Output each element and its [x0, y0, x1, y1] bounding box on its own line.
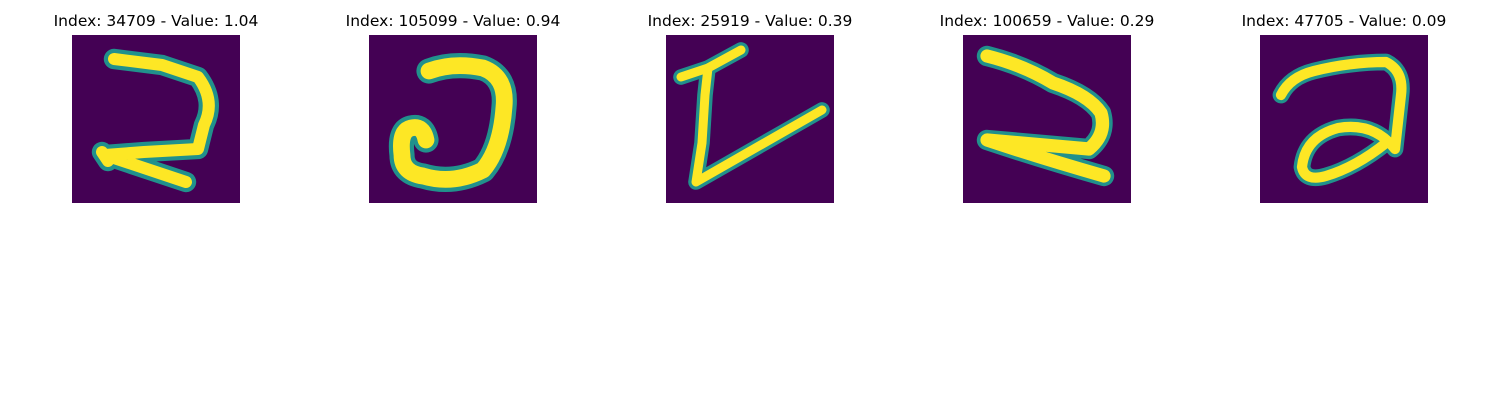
image-panel: Index: 34709 - Value: 1.04: [54, 0, 258, 205]
image-panel: Index: 100659 - Value: 0.29: [940, 0, 1154, 205]
glyph-stroke: [1275, 56, 1407, 183]
handwritten-glyph-image: [666, 35, 834, 203]
panel-title: Index: 25919 - Value: 0.39: [647, 12, 853, 30]
image-panel: Index: 105099 - Value: 0.94: [346, 0, 560, 205]
handwritten-glyph-image: [369, 35, 537, 203]
image-panel: Index: 47705 - Value: 0.09: [1242, 0, 1446, 205]
glyph-stroke: [96, 53, 215, 188]
glyph-stroke: [676, 45, 827, 187]
handwritten-glyph-image: [963, 35, 1131, 203]
panel-title: Index: 34709 - Value: 1.04: [53, 12, 259, 30]
glyph-stroke: [393, 57, 513, 188]
panel-title: Index: 105099 - Value: 0.94: [345, 12, 561, 30]
image-panel: Index: 25919 - Value: 0.39: [648, 0, 852, 205]
glyph-stroke: [980, 49, 1111, 183]
handwritten-glyph-image: [1260, 35, 1428, 203]
handwritten-glyph-image: [72, 35, 240, 203]
panel-title: Index: 47705 - Value: 0.09: [1241, 12, 1447, 30]
panel-title: Index: 100659 - Value: 0.29: [939, 12, 1155, 30]
